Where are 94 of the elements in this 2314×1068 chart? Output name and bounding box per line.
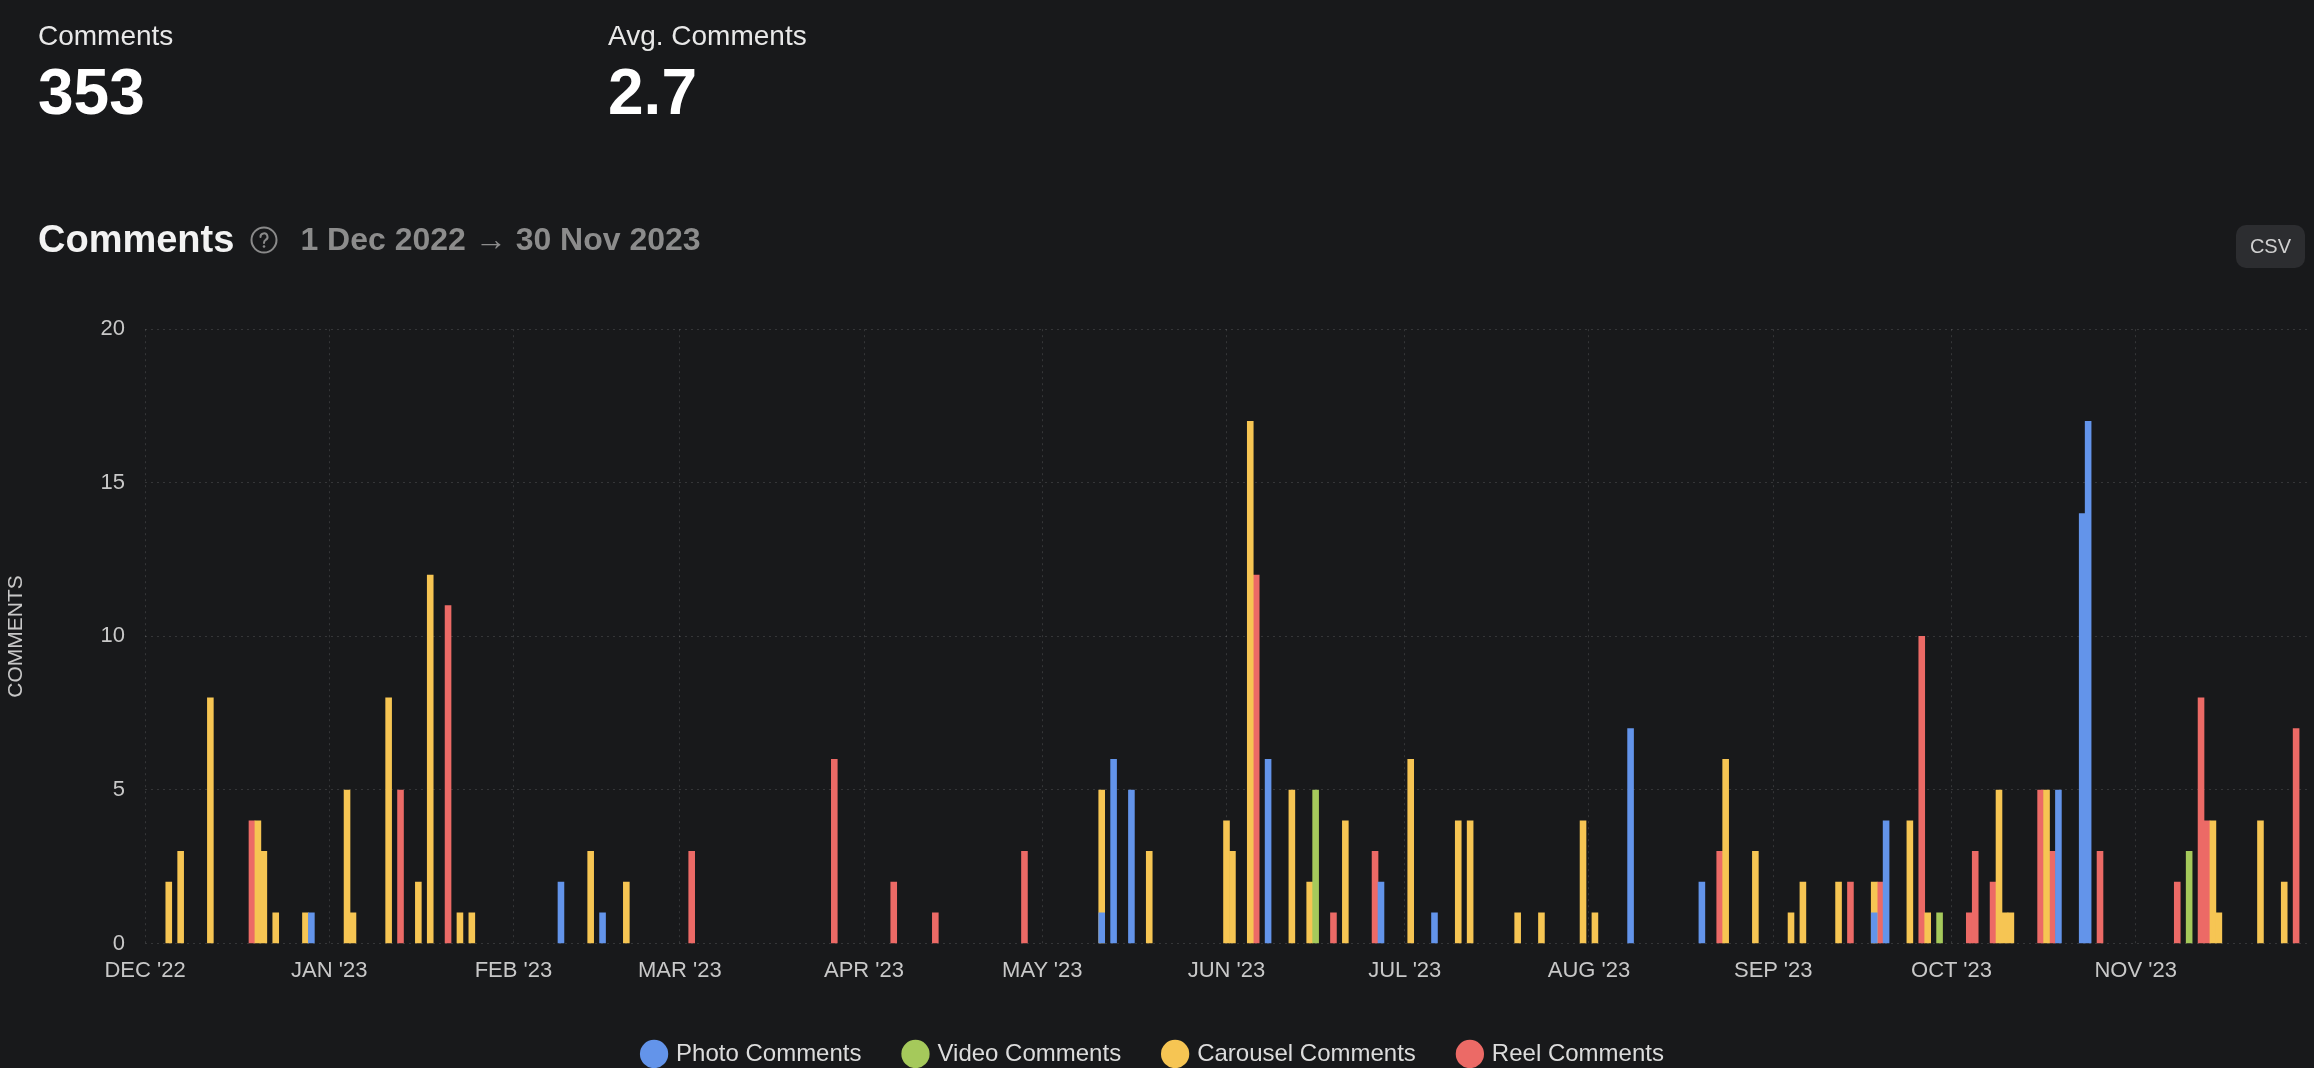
- bar: [2257, 820, 2264, 944]
- bar: [248, 820, 256, 944]
- y-tick-label: 20: [100, 315, 125, 341]
- chart-title: Comments: [38, 218, 235, 261]
- x-tick-label: MAY '23: [1002, 956, 1083, 982]
- bar: [1722, 758, 1729, 944]
- bar: [831, 758, 838, 944]
- bar: [587, 851, 594, 944]
- bar: [688, 851, 695, 944]
- bar: [2037, 789, 2044, 944]
- bar: [2185, 851, 2193, 944]
- bar: [1431, 912, 1438, 944]
- x-tick-label: NOV '23: [2094, 956, 2177, 982]
- bar: [2096, 851, 2104, 944]
- bar: [207, 697, 214, 944]
- bar: [1799, 881, 1807, 944]
- bar: [1918, 636, 1926, 944]
- bar: [1466, 820, 1474, 944]
- bar: [1579, 820, 1587, 944]
- y-tick-label: 0: [112, 929, 125, 955]
- bar: [1989, 881, 1997, 944]
- bar: [1312, 789, 1319, 944]
- bar: [415, 881, 422, 944]
- bar: [932, 912, 939, 944]
- bar: [1752, 851, 1759, 944]
- bar: [1882, 820, 1890, 944]
- bar: [397, 789, 404, 944]
- bar: [426, 574, 434, 944]
- bar: [1906, 820, 1914, 944]
- bar: [599, 912, 606, 944]
- bar: [2043, 789, 2050, 944]
- bar: [1342, 820, 1349, 944]
- legend-label: Reel Comments: [1491, 1038, 1664, 1066]
- bar: [2292, 728, 2300, 944]
- bar: [1514, 912, 1521, 944]
- bar: [557, 881, 565, 944]
- bar: [165, 881, 173, 944]
- text: Comments: [38, 19, 175, 53]
- legend-label: Carousel Comments: [1197, 1038, 1416, 1066]
- x-tick-label: MAR '23: [637, 956, 722, 982]
- bar: [1264, 758, 1272, 944]
- bar: [2055, 789, 2062, 944]
- bar: [385, 697, 392, 944]
- bar: [1538, 912, 1545, 944]
- bar: [1288, 789, 1296, 944]
- bar: [1145, 851, 1153, 944]
- bar: [1377, 881, 1385, 944]
- bar: [1835, 881, 1842, 944]
- x-tick-label: APR '23: [824, 956, 905, 982]
- x-tick-label: JUN '23: [1187, 956, 1266, 982]
- x-tick-label: SEP '23: [1733, 956, 1813, 982]
- bar: [1716, 851, 1724, 944]
- bar: [2173, 881, 2181, 944]
- x-tick-label: DEC '22: [104, 956, 186, 982]
- legend-label: Photo Comments: [676, 1038, 862, 1066]
- bar: [308, 912, 315, 944]
- text: CSV: [2235, 225, 2305, 268]
- bar: [177, 851, 184, 944]
- bar: [1870, 912, 1878, 944]
- y-tick-label: 5: [112, 776, 125, 802]
- bar: [1936, 912, 1943, 944]
- bar: [1407, 758, 1415, 944]
- bar: [1098, 912, 1106, 944]
- y-tick-label: 10: [100, 622, 125, 648]
- x-tick-label: AUG '23: [1547, 956, 1631, 982]
- bar: [1330, 912, 1337, 944]
- bar: [623, 881, 630, 944]
- bar: [272, 912, 280, 944]
- bar: [2280, 881, 2288, 944]
- text: 353: [38, 55, 146, 130]
- bar: [1924, 912, 1931, 944]
- x-tick-label: OCT '23: [1911, 956, 1992, 982]
- bar: [1371, 851, 1379, 944]
- legend-label: Video Comments: [937, 1038, 1122, 1066]
- bar: [1454, 820, 1462, 944]
- text: 2.7: [608, 55, 698, 130]
- text: Avg. Comments: [608, 19, 808, 53]
- x-tick-label: JUL '23: [1368, 956, 1442, 982]
- x-tick-label: JAN '23: [291, 956, 368, 982]
- bar: [1306, 881, 1313, 944]
- bar: [890, 881, 898, 944]
- bar: [1021, 851, 1028, 944]
- bar: [444, 605, 452, 944]
- bar: [1110, 758, 1117, 944]
- y-tick-label: 15: [100, 468, 125, 494]
- bar: [1698, 881, 1706, 944]
- chart-subtitle: 1 Dec 2022 → 30 Nov 2023: [300, 221, 701, 258]
- bar: [1252, 574, 1260, 944]
- y-axis-title: COMMENTS: [3, 575, 27, 698]
- x-tick-label: FEB '23: [474, 956, 553, 982]
- bar: [1128, 789, 1135, 944]
- bar: [1627, 728, 1634, 944]
- bar: [1246, 421, 1254, 944]
- bar: [1847, 881, 1854, 944]
